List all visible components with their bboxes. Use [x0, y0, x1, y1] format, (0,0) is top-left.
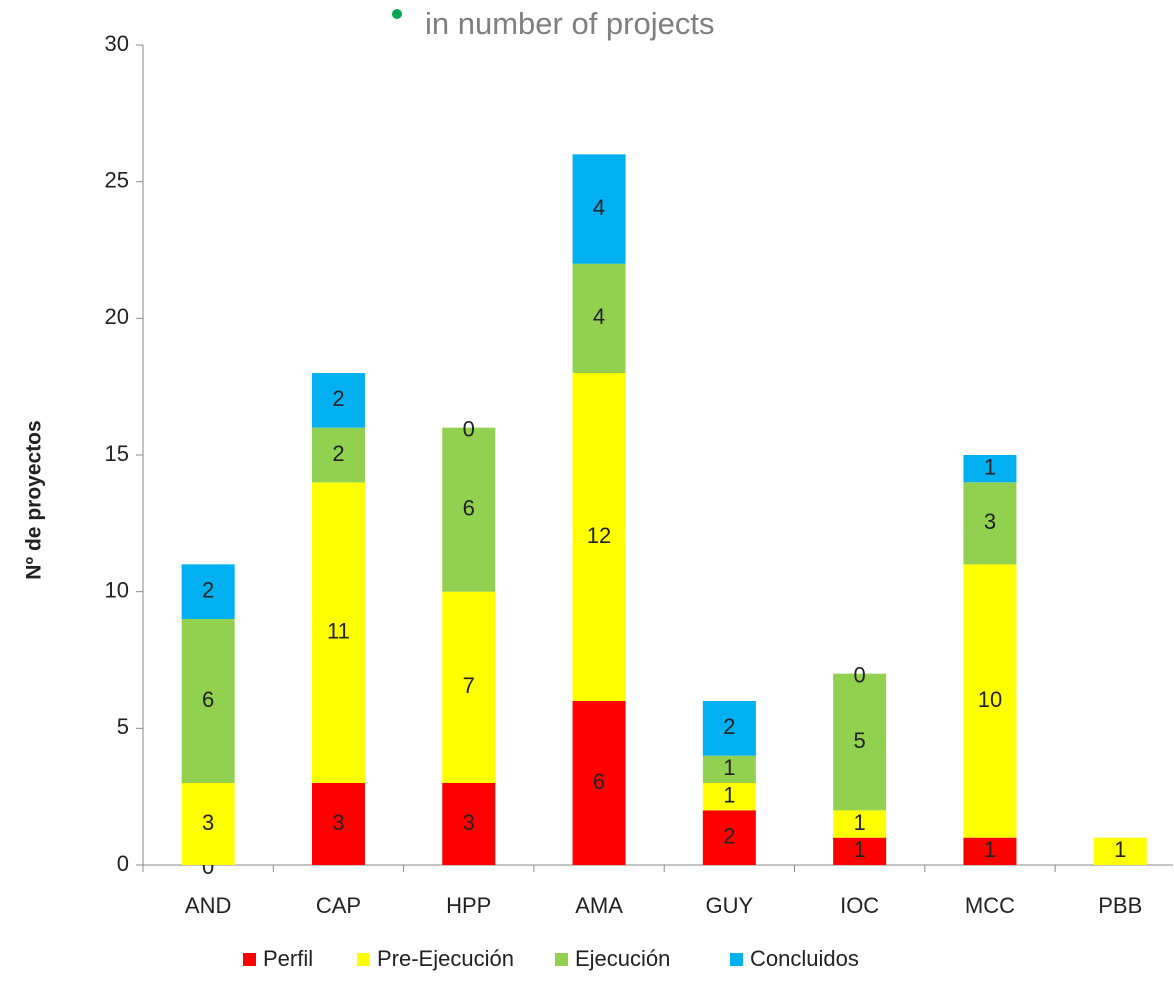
data-label: 12 — [587, 523, 611, 548]
data-label: 2 — [332, 441, 344, 466]
data-label: 7 — [463, 673, 475, 698]
x-tick-label: IOC — [840, 893, 879, 918]
data-label: 11 — [327, 618, 350, 643]
bar-segment — [181, 619, 235, 783]
data-label: 3 — [332, 810, 344, 835]
y-axis-label: Nº de proyectos — [23, 420, 46, 579]
bar-segment — [702, 810, 756, 865]
data-label: 1 — [1114, 837, 1126, 862]
bar-segment — [311, 427, 365, 483]
x-tick-label: PBB — [1098, 893, 1142, 918]
x-tick-label: CAP — [316, 893, 361, 918]
legend-swatch — [243, 953, 256, 966]
data-label: 6 — [593, 769, 605, 794]
data-label: 2 — [723, 823, 735, 848]
bar-segment — [963, 564, 1017, 838]
data-label: 3 — [202, 810, 214, 835]
bar-segment — [963, 482, 1017, 565]
data-label: 1 — [723, 755, 735, 780]
bar-segment — [702, 701, 756, 756]
data-label: 2 — [332, 386, 344, 411]
y-tick-label: 5 — [117, 714, 129, 739]
bar-segment — [442, 783, 496, 865]
data-label: 6 — [202, 687, 214, 712]
bar-segment — [311, 482, 365, 783]
y-tick-label: 25 — [105, 167, 129, 192]
title-bullet — [392, 9, 402, 19]
bar-segment — [833, 810, 887, 838]
bar-segment — [442, 427, 496, 592]
data-label: 6 — [463, 495, 475, 520]
legend-swatch — [357, 953, 370, 966]
x-tick-label: AMA — [575, 893, 623, 918]
data-label: 1 — [854, 837, 866, 862]
bar-segment — [311, 783, 365, 865]
bar-segment — [572, 154, 626, 264]
y-tick-label: 10 — [105, 577, 129, 602]
legend-label: Pre-Ejecución — [377, 946, 514, 971]
bar-segment — [181, 783, 235, 865]
bar-segment — [702, 783, 756, 811]
data-label: 1 — [854, 810, 866, 835]
bar-segment — [442, 591, 496, 783]
bar-segment — [963, 837, 1017, 865]
bar-segment — [1093, 837, 1147, 865]
bar-segment — [963, 455, 1017, 483]
x-tick-label: AND — [185, 893, 231, 918]
y-tick-label: 15 — [105, 441, 129, 466]
data-label: 0 — [463, 416, 475, 441]
bar-segment — [181, 564, 235, 619]
data-label: 0 — [854, 662, 866, 687]
data-label: 1 — [984, 454, 996, 479]
data-label: 4 — [593, 304, 605, 329]
y-tick-label: 20 — [105, 304, 129, 329]
data-label: 10 — [978, 687, 1002, 712]
data-label: 5 — [854, 728, 866, 753]
bar-segment — [572, 373, 626, 701]
data-label: 4 — [593, 195, 605, 220]
bar-segment — [833, 673, 887, 811]
bar-segment — [311, 373, 365, 428]
y-tick-label: 30 — [105, 31, 129, 56]
data-label: 2 — [202, 577, 214, 602]
bar-segment — [702, 755, 756, 783]
legend-label: Perfil — [263, 946, 313, 971]
bar-segment — [833, 837, 887, 865]
data-label: 3 — [984, 509, 996, 534]
bar-segment — [572, 263, 626, 373]
data-label: 1 — [984, 837, 996, 862]
legend-label: Concluidos — [750, 946, 859, 971]
legend-swatch — [555, 953, 568, 966]
bar-segment — [572, 701, 626, 865]
x-tick-label: GUY — [706, 893, 754, 918]
y-tick-label: 0 — [117, 851, 129, 876]
data-label: 1 — [723, 782, 735, 807]
legend-label: Ejecución — [575, 946, 670, 971]
data-label: 3 — [463, 810, 475, 835]
x-tick-label: HPP — [446, 893, 491, 918]
chart-title: in number of projects — [425, 6, 714, 41]
legend-swatch — [730, 953, 743, 966]
x-tick-label: MCC — [965, 893, 1015, 918]
data-label: 2 — [723, 714, 735, 739]
